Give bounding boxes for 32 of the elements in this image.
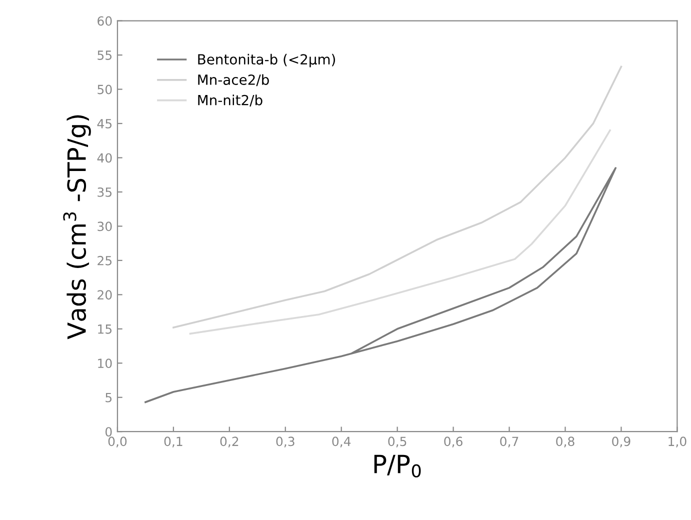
- x-tick-label: 0,7: [500, 436, 518, 448]
- line-series: [189, 129, 611, 335]
- y-tick-label: 40: [97, 153, 112, 163]
- y-tick-label: 30: [98, 222, 112, 232]
- y-tick-label: 60: [98, 16, 112, 26]
- y-axis-title: Vads (cm$^{3}$ -STP/g): [63, 115, 91, 340]
- y-tick-label: 55: [98, 50, 112, 60]
- x-tick-label: 0,0: [108, 436, 127, 448]
- x-tick-label: 0,5: [388, 436, 406, 448]
- y-tick-label: 0: [105, 427, 112, 437]
- x-tick-label: 0,4: [332, 436, 351, 448]
- y-tick-label: 50: [98, 84, 112, 94]
- y-tick-label: 5: [106, 393, 112, 402]
- y-tick-label: 10: [98, 358, 112, 368]
- x-tick-label: 0,1: [164, 436, 182, 448]
- y-tick-label: 15: [98, 324, 112, 334]
- x-axis-title: P/P$_{0}$: [374, 454, 421, 478]
- line-series: [144, 167, 617, 404]
- y-tick-label: 35: [98, 187, 112, 197]
- x-tick-label: 0,8: [556, 436, 574, 448]
- legend-label: Mn-ace2/b: [198, 74, 269, 86]
- x-tick-label: 1,0: [668, 436, 686, 448]
- x-tick-label: 0,6: [444, 436, 462, 448]
- y-tick-label: 25: [98, 256, 112, 266]
- y-tick-label: 20: [98, 290, 112, 300]
- legend-label: Bentonita-b (<2µm): [198, 54, 336, 68]
- y-tick-label: 45: [97, 119, 112, 128]
- x-tick-label: 0,2: [220, 436, 238, 448]
- x-tick-label: 0,3: [276, 436, 294, 448]
- x-tick-label: 0,9: [612, 436, 630, 448]
- line-series: [172, 66, 622, 328]
- legend-label: Mn-nit2/b: [198, 94, 262, 106]
